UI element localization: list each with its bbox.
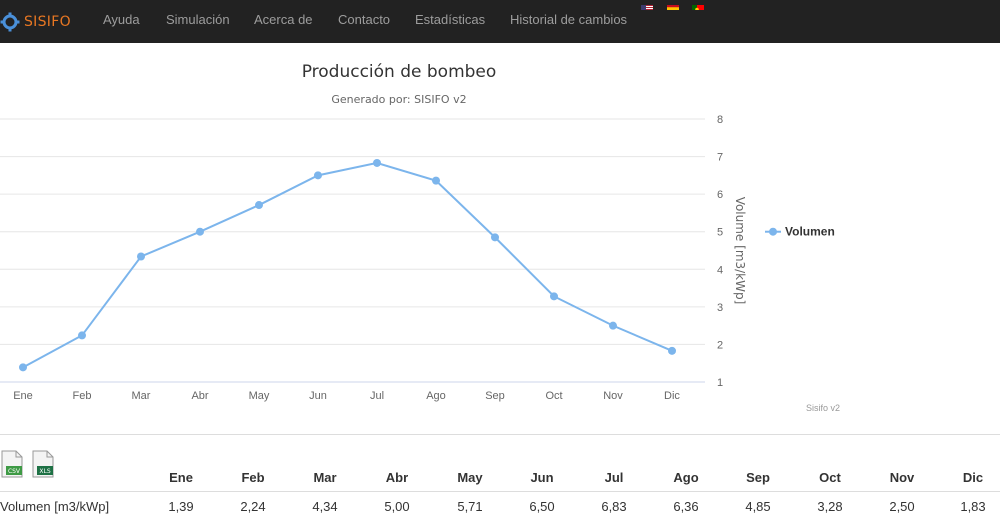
table-header-cell: Sep <box>746 470 770 485</box>
table-header-cell: Mar <box>313 470 337 485</box>
table-header-cell: Oct <box>819 470 841 485</box>
x-tick-label: Ene <box>13 390 33 402</box>
chart-subtitle: Generado por: SISIFO v2 <box>331 93 466 106</box>
chart-credits: Sisifo v2 <box>806 403 840 413</box>
gear-logo-icon <box>0 12 20 32</box>
x-tick-label: Abr <box>191 390 208 402</box>
y-tick-label: 3 <box>717 302 723 314</box>
nav-item-estadisticas[interactable]: Estadísticas <box>415 12 486 27</box>
table-cell: 4,85 <box>745 499 771 514</box>
data-point <box>19 363 27 372</box>
y-tick-label: 4 <box>717 264 723 276</box>
table-cell: 2,50 <box>889 499 915 514</box>
flag-pt-icon[interactable] <box>692 1 704 10</box>
x-tick-label: Jul <box>370 390 384 402</box>
chart-container: Producción de bombeo Generado por: SISIFO… <box>0 43 1000 435</box>
data-point <box>491 233 499 242</box>
table-cell: 1,83 <box>960 499 986 514</box>
series-line <box>22 161 673 369</box>
divider <box>0 434 1000 435</box>
data-point <box>255 201 263 210</box>
csv-file-label: CSV <box>8 468 21 475</box>
y-tick-label: 5 <box>717 227 723 239</box>
chart-title: Producción de bombeo <box>302 62 497 82</box>
table-cell: 6,36 <box>673 499 699 514</box>
data-point <box>550 292 558 301</box>
table-header-cell: Ene <box>169 470 193 485</box>
table-header-cell: Dic <box>962 470 984 485</box>
x-tick-label: Jun <box>309 390 327 402</box>
data-point <box>137 252 145 261</box>
nav-item-acerca-de[interactable]: Acerca de <box>254 12 313 27</box>
x-tick-label: Sep <box>485 390 505 402</box>
table-header-cell: Nov <box>889 470 915 485</box>
csv-export-button[interactable]: CSV <box>0 450 24 478</box>
navbar: SISIFO Ayuda Simulación Acerca de Contac… <box>0 0 1000 43</box>
line-chart: Producción de bombeo Generado por: SISIFO… <box>0 62 840 413</box>
table-header-cell: Abr <box>385 470 409 485</box>
data-point <box>373 158 381 167</box>
y-tick-label: 8 <box>717 114 723 126</box>
table-header-cell: Jun <box>530 470 554 485</box>
table-cell: 2,24 <box>240 499 266 514</box>
x-tick-label: May <box>249 390 270 402</box>
y-tick-label: 7 <box>717 152 723 164</box>
data-point <box>668 346 676 355</box>
data-point <box>78 331 86 340</box>
legend-label: Volumen <box>785 225 835 239</box>
table-cell: 5,00 <box>384 499 410 514</box>
nav-item-contacto[interactable]: Contacto <box>338 12 391 27</box>
data-point <box>314 171 322 180</box>
table-cell: 3,28 <box>817 499 843 514</box>
y-tick-label: 2 <box>717 339 723 351</box>
legend-marker <box>769 227 777 236</box>
flag-es-icon[interactable] <box>667 1 679 10</box>
table-cell: 6,83 <box>601 499 627 514</box>
table-header-cell: Ago <box>673 470 699 485</box>
y-axis-label: Volume [m3/kWp] <box>733 197 747 305</box>
table-header-cell: Jul <box>604 470 624 485</box>
x-tick-label: Dic <box>664 390 680 402</box>
table-cell: 5,71 <box>457 499 483 514</box>
table-header-cell: Feb <box>241 470 265 485</box>
table-row-label: Volumen [m3/kWp] <box>0 499 110 514</box>
y-tick-label: 6 <box>717 189 723 201</box>
nav-item-historial[interactable]: Historial de cambios <box>510 12 628 27</box>
xls-file-icon: XLS <box>32 450 54 478</box>
table-header-cell: May <box>457 470 483 485</box>
table-row-separator <box>0 491 1000 492</box>
x-tick-label: Mar <box>132 390 151 402</box>
nav-item-simulacion[interactable]: Simulación <box>166 12 230 27</box>
xls-file-label: XLS <box>39 468 50 475</box>
table-cell: 4,34 <box>312 499 338 514</box>
y-tick-label: 1 <box>717 377 723 389</box>
table-cell: 6,50 <box>529 499 555 514</box>
data-point <box>432 176 440 185</box>
x-tick-label: Oct <box>545 390 562 402</box>
nav-item-ayuda[interactable]: Ayuda <box>103 12 140 27</box>
data-point <box>196 227 204 236</box>
logo-text: SISIFO <box>24 14 71 30</box>
x-tick-label: Feb <box>73 390 92 402</box>
x-tick-label: Ago <box>426 390 446 402</box>
logo[interactable]: SISIFO <box>0 8 71 36</box>
table-cell: 1,39 <box>168 499 194 514</box>
data-point <box>609 321 617 330</box>
csv-file-icon: CSV <box>1 450 23 478</box>
xls-export-button[interactable]: XLS <box>31 450 55 478</box>
x-tick-label: Nov <box>603 390 623 402</box>
flag-us-icon[interactable] <box>641 1 653 10</box>
